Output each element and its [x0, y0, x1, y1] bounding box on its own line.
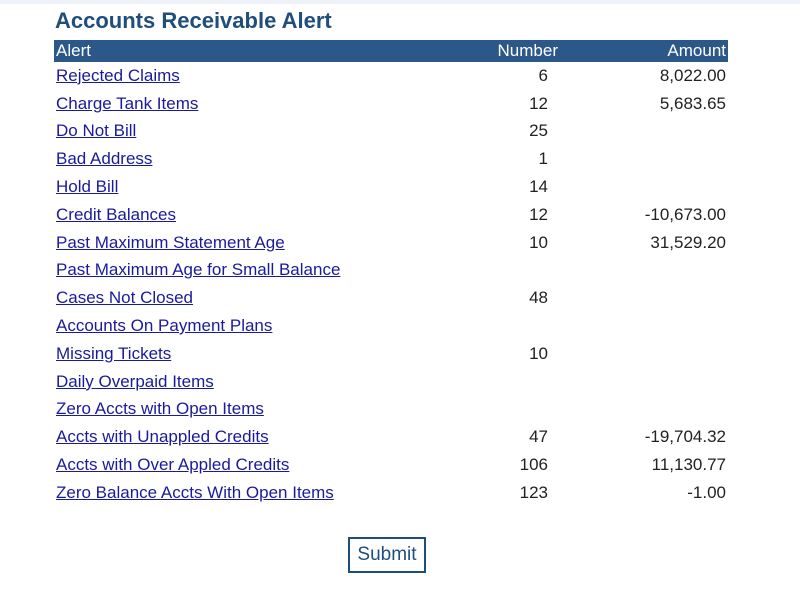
- number-cell: 123: [519, 482, 548, 502]
- alert-cell: Zero Accts with Open Items: [54, 396, 458, 424]
- alert-link[interactable]: Past Maximum Age for Small Balance: [56, 260, 341, 280]
- number-cell: [458, 257, 558, 285]
- number-cell: 6: [538, 65, 548, 85]
- table-row: Past Maximum Age for Small Balance: [54, 257, 728, 285]
- amount-cell: [558, 257, 728, 285]
- alert-link[interactable]: Zero Accts with Open Items: [56, 399, 264, 419]
- alert-link[interactable]: Accts with Over Appled Credits: [56, 455, 290, 475]
- table-row: Accts with Unappled Credits 47 -19,704.32: [54, 423, 728, 451]
- alert-link[interactable]: Rejected Claims: [56, 65, 180, 85]
- amount-cell: [558, 145, 728, 173]
- amount-cell: [558, 340, 728, 368]
- alert-cell: Daily Overpaid Items: [54, 368, 458, 396]
- table-row: Bad Address 1: [54, 145, 728, 173]
- alert-link[interactable]: Bad Address: [56, 149, 153, 169]
- top-strip: [0, 0, 800, 4]
- alert-link[interactable]: Past Maximum Statement Age: [56, 232, 285, 252]
- amount-cell: 31,529.20: [650, 232, 726, 252]
- table-header-row: Alert Number Amount: [54, 40, 728, 62]
- alert-link[interactable]: Missing Tickets: [56, 343, 172, 363]
- alert-cell: Past Maximum Age for Small Balance: [54, 257, 458, 285]
- table-row: Daily Overpaid Items: [54, 368, 728, 396]
- alert-cell: Charge Tank Items: [54, 90, 458, 118]
- number-cell: 25: [529, 121, 548, 141]
- alert-link[interactable]: Do Not Bill: [56, 121, 137, 141]
- alert-cell: Credit Balances: [54, 201, 458, 229]
- number-cell: [458, 312, 558, 340]
- amount-cell: -10,673.00: [644, 204, 726, 224]
- alert-cell: Past Maximum Statement Age: [54, 229, 458, 257]
- number-cell: 10: [529, 232, 548, 252]
- column-header-amount: Amount: [558, 40, 728, 62]
- alert-cell: Bad Address: [54, 145, 458, 173]
- table-row: Zero Accts with Open Items: [54, 396, 728, 424]
- number-cell: 48: [529, 288, 548, 308]
- alert-link[interactable]: Zero Balance Accts With Open Items: [56, 482, 334, 502]
- alert-cell: Hold Bill: [54, 173, 458, 201]
- amount-cell: [558, 368, 728, 396]
- table-row: Accounts On Payment Plans: [54, 312, 728, 340]
- alert-link[interactable]: Charge Tank Items: [56, 93, 199, 113]
- table-row: Missing Tickets 10: [54, 340, 728, 368]
- amount-cell: 5,683.65: [659, 93, 726, 113]
- alerts-table-body: Rejected Claims 6 8,022.00 Charge Tank Item…: [54, 62, 728, 507]
- alert-cell: Do Not Bill: [54, 118, 458, 146]
- alert-cell: Rejected Claims: [54, 62, 458, 90]
- alert-cell: Zero Balance Accts With Open Items: [54, 479, 458, 507]
- amount-cell: [558, 284, 728, 312]
- alert-cell: Accounts On Payment Plans: [54, 312, 458, 340]
- table-row: Past Maximum Statement Age 10 31,529.20: [54, 229, 728, 257]
- number-cell: 106: [519, 455, 548, 475]
- number-cell: 10: [529, 343, 548, 363]
- alert-cell: Cases Not Closed: [54, 284, 458, 312]
- alert-cell: Accts with Over Appled Credits: [54, 451, 458, 479]
- number-cell: 1: [538, 149, 548, 169]
- amount-cell: -19,704.32: [644, 427, 726, 447]
- number-cell: [458, 396, 558, 424]
- alert-link[interactable]: Cases Not Closed: [56, 288, 194, 308]
- table-row: Accts with Over Appled Credits 106 11,130.…: [54, 451, 728, 479]
- table-row: Charge Tank Items 12 5,683.65: [54, 90, 728, 118]
- alert-cell: Missing Tickets: [54, 340, 458, 368]
- amount-cell: 11,130.77: [651, 455, 726, 475]
- number-cell: 47: [529, 427, 548, 447]
- amount-cell: -1.00: [687, 482, 726, 502]
- alerts-table: Alert Number Amount Rejected Claims 6 8,02…: [54, 40, 728, 507]
- number-cell: 12: [529, 204, 548, 224]
- number-cell: 12: [529, 93, 548, 113]
- page-title: Accounts Receivable Alert: [55, 8, 332, 33]
- amount-cell: [558, 118, 728, 146]
- table-row: Rejected Claims 6 8,022.00: [54, 62, 728, 90]
- number-cell: [458, 368, 558, 396]
- number-cell: 14: [529, 177, 548, 197]
- alert-cell: Accts with Unappled Credits: [54, 423, 458, 451]
- column-header-number: Number: [458, 40, 558, 62]
- table-row: Cases Not Closed 48: [54, 284, 728, 312]
- table-row: Do Not Bill 25: [54, 118, 728, 146]
- table-row: Zero Balance Accts With Open Items 123 -1.…: [54, 479, 728, 507]
- column-header-alert: Alert: [54, 40, 458, 62]
- alert-link[interactable]: Hold Bill: [56, 177, 119, 197]
- amount-cell: [558, 396, 728, 424]
- alert-link[interactable]: Accounts On Payment Plans: [56, 316, 273, 336]
- alert-link[interactable]: Credit Balances: [56, 204, 177, 224]
- table-row: Hold Bill 14: [54, 173, 728, 201]
- amount-cell: 8,022.00: [659, 65, 726, 85]
- amount-cell: [558, 173, 728, 201]
- amount-cell: [558, 312, 728, 340]
- alert-link[interactable]: Daily Overpaid Items: [56, 371, 214, 391]
- table-row: Credit Balances 12 -10,673.00: [54, 201, 728, 229]
- alert-link[interactable]: Accts with Unappled Credits: [56, 427, 269, 447]
- submit-button[interactable]: Submit: [348, 537, 426, 573]
